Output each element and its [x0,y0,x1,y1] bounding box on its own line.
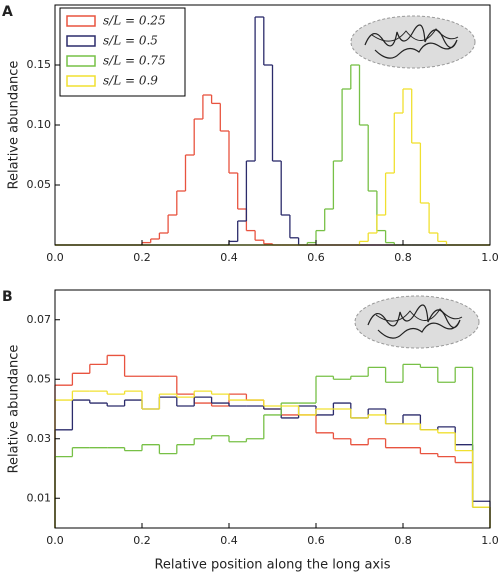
x-tick-label: 1.0 [481,534,499,547]
cell-inset-a [350,15,476,69]
x-tick-label: 1.0 [481,251,499,264]
y-tick-label: 0.07 [27,313,52,326]
y-axis-label: Relative abundance [7,61,22,190]
panel-label: B [2,289,13,305]
legend-box [59,7,186,97]
x-tick-label: 0.6 [307,251,325,264]
legend-label: s/L = 0.9 [103,74,158,88]
x-tick-label: 0.0 [46,534,64,547]
y-tick-label: 0.05 [27,178,52,191]
x-tick-label: 0.4 [220,534,238,547]
y-tick-label: 0.15 [27,58,52,71]
panel-label: A [2,4,13,20]
y-tick-label: 0.10 [27,118,52,131]
x-tick-label: 0.2 [133,251,151,264]
legend-label: s/L = 0.5 [103,34,158,48]
x-tick-label: 0.4 [220,251,238,264]
x-tick-label: 0.6 [307,534,325,547]
histogram-series [54,354,491,528]
legend-swatch [66,35,96,47]
x-axis-label: Relative position along the long axis [154,558,390,573]
histogram-series [54,390,491,528]
y-tick-label: 0.01 [27,491,52,504]
x-tick-label: 0.8 [394,534,412,547]
legend-swatch [66,15,96,27]
cell-inset-b [354,295,480,349]
y-tick-label: 0.03 [27,432,52,445]
histogram-series [54,396,491,528]
legend-label: s/L = 0.75 [103,54,166,68]
x-tick-label: 0.2 [133,534,151,547]
histogram-series [54,363,491,528]
x-tick-label: 0.8 [394,251,412,264]
x-tick-label: 0.0 [46,251,64,264]
legend-swatch [66,75,96,87]
legend-label: s/L = 0.25 [103,14,166,28]
y-tick-label: 0.05 [27,372,52,385]
legend-swatch [66,55,96,67]
plot-frame [54,289,491,529]
y-axis-label: Relative abundance [7,345,22,474]
